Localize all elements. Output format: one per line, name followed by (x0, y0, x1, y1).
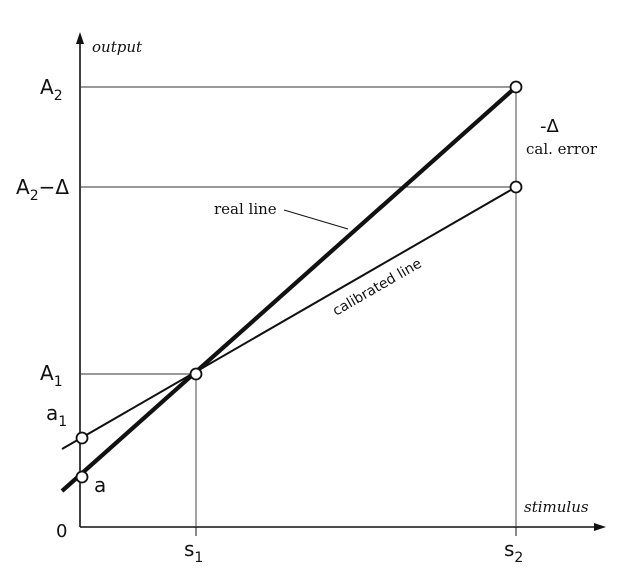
real-line (60, 85, 518, 493)
y-axis-title: output (92, 38, 143, 56)
real-line-pointer (283, 209, 349, 230)
calibrated-line-label: calibrated line (330, 256, 425, 320)
point-a1 (75, 431, 89, 445)
x-axis-arrow (594, 523, 606, 531)
x-axis-title: stimulus (524, 498, 589, 516)
label-a: a (94, 473, 106, 497)
point-s2-real (509, 80, 523, 94)
y-axis-arrow (76, 32, 84, 44)
origin-label: 0 (56, 521, 67, 542)
calibrated-line (61, 186, 517, 450)
point-a (75, 470, 89, 484)
label-A1: A1 (40, 361, 63, 390)
label-s2: s2 (504, 537, 523, 566)
real-line-label: real line (214, 200, 277, 218)
label-A2-minus-delta: A2−Δ (16, 175, 69, 204)
point-s1 (189, 367, 203, 381)
cal-error-label: cal. error (526, 140, 598, 158)
point-s2-calibrated (509, 180, 523, 194)
label-s1: s1 (184, 537, 203, 566)
delta-label: -Δ (540, 116, 559, 137)
label-a1: a1 (46, 401, 67, 430)
label-A2: A2 (40, 75, 63, 104)
